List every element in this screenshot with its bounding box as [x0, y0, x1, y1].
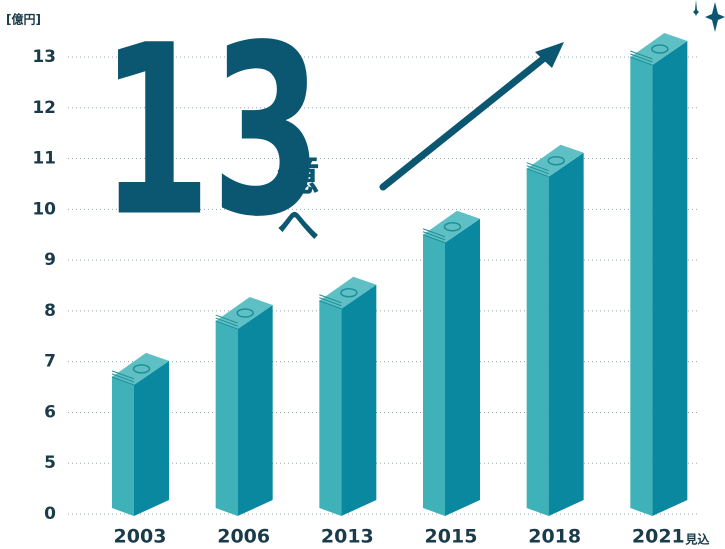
headline-particle: へ: [277, 201, 319, 250]
unit-label: [億円]: [6, 12, 41, 27]
y-tick-label: 12: [32, 98, 56, 118]
bar-left-face: [630, 57, 653, 516]
y-tick-label: 11: [32, 149, 56, 169]
money-emblem: [340, 287, 358, 298]
bar-left-face: [319, 300, 342, 516]
bar-right-face: [548, 152, 584, 516]
money-stack-line: [215, 317, 238, 327]
money-stack-line: [111, 373, 135, 383]
money-stack-line: [630, 50, 653, 60]
bar-left-face: [526, 168, 549, 516]
money-stack-line: [526, 162, 549, 172]
bar-right-face: [134, 360, 169, 516]
x-tick-label: 2015: [425, 526, 478, 548]
x-tick-note: 見込: [684, 532, 709, 547]
money-emblem: [132, 364, 151, 374]
y-tick-label: 7: [44, 352, 56, 372]
bar-top: [423, 210, 480, 243]
x-tick-label: 2021: [632, 526, 685, 548]
money-stack-line: [422, 228, 446, 238]
money-stack-line: [630, 56, 653, 66]
money-stack-line: [215, 320, 238, 330]
money-emblem: [651, 44, 669, 54]
bar-top: [526, 144, 584, 177]
y-tick-label: 0: [44, 504, 56, 524]
bar-left-face: [423, 234, 445, 516]
money-stack-line: [630, 53, 653, 63]
headline-unit: 億: [277, 151, 319, 200]
money-stack-line: [526, 168, 549, 178]
bar-left-face: [112, 376, 134, 516]
money-stack-line: [111, 376, 135, 386]
bar-left-face: [215, 321, 238, 516]
money-emblem: [443, 221, 462, 232]
money-stack-line: [319, 294, 342, 304]
bar-top: [630, 33, 688, 65]
y-tick-label: 10: [32, 199, 56, 219]
x-tick-label: 2006: [217, 526, 270, 548]
money-stack-line: [526, 165, 549, 175]
money-stack-line: [319, 297, 342, 307]
y-tick-label: 13: [32, 47, 56, 67]
trend-arrow: [379, 42, 564, 191]
bar-right-face: [652, 41, 688, 516]
money-stack-line: [319, 300, 342, 310]
headline-number: 13: [100, 0, 322, 269]
y-tick-label: 6: [44, 402, 56, 422]
money-stack-line: [215, 314, 238, 324]
y-tick-label: 9: [44, 250, 56, 270]
bar-top: [319, 276, 377, 309]
money-stack-line: [422, 234, 446, 244]
bar-top: [215, 297, 273, 330]
x-tick-label: 2013: [321, 526, 374, 548]
bar-top: [112, 352, 169, 385]
x-tick-label: 2003: [114, 526, 167, 548]
money-emblem: [236, 308, 254, 318]
plot: 0 5 6 7 8 9 10 11 12 13 2003 2006 2013 2015 2018 2021 見込: [32, 33, 709, 548]
bar-right-face: [445, 218, 480, 516]
money-stack-line: [111, 370, 135, 380]
sparkles: [693, 0, 725, 32]
money-stack-line: [422, 231, 446, 241]
y-tick-label: 5: [44, 453, 56, 473]
y-tick-label: 8: [44, 301, 56, 321]
x-tick-label: 2018: [528, 526, 581, 548]
bar-right-face: [341, 284, 377, 516]
bar-right-face: [237, 305, 273, 516]
money-emblem: [547, 155, 565, 166]
